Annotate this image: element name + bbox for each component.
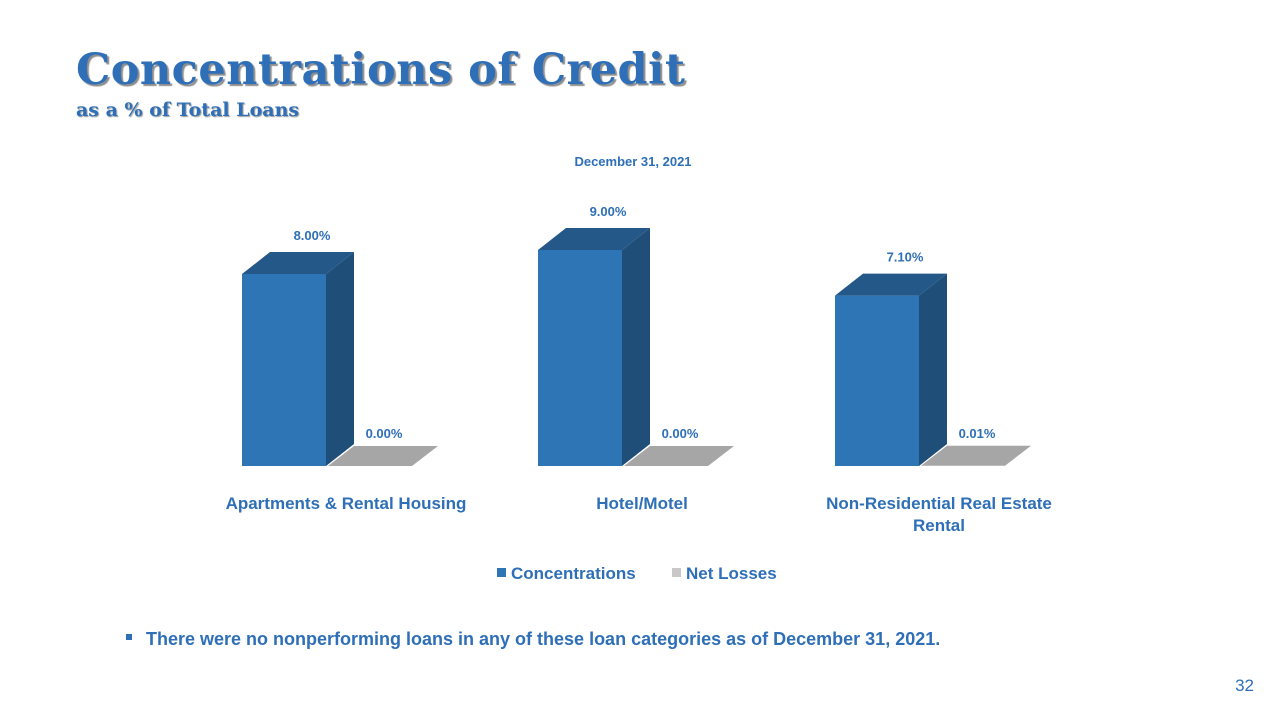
concentrations-bar-1: [538, 250, 622, 466]
net-losses-bar-0: [328, 446, 438, 466]
concentrations-bar-top-1: [538, 228, 650, 250]
concentrations-bar-2: [835, 295, 919, 466]
concentrations-label-0: 8.00%: [294, 228, 331, 243]
legend-label-1: Net Losses: [686, 564, 777, 583]
net-losses-bar-1: [624, 446, 734, 466]
bullet-square-icon: [126, 634, 132, 641]
concentrations-bar-side-0: [326, 252, 354, 466]
slide-title: Concentrations of Credit: [76, 45, 686, 95]
concentrations-bar-top-0: [242, 252, 354, 274]
chart-title: December 31, 2021: [574, 154, 691, 169]
concentrations-bar-top-2: [835, 273, 947, 296]
net-losses-bar-2: [921, 445, 1031, 466]
net-losses-label-1: 0.00%: [662, 426, 699, 441]
bar-group: 0.00% 8.00% 0.00% 9.00% 0.01% 7.10%: [242, 204, 1031, 466]
legend-swatch-0: [497, 568, 506, 577]
concentrations-label-1: 9.00%: [590, 204, 627, 219]
concentrations-bar-0: [242, 274, 326, 466]
concentrations-bar-side-1: [622, 228, 650, 466]
category-label-1: Hotel/Motel: [596, 494, 688, 513]
legend-label-0: Concentrations: [511, 564, 636, 583]
category-labels: Apartments & Rental Housing Hotel/Motel No…: [226, 494, 1052, 535]
category-label-2: Non-Residential Real Estate Rental: [826, 494, 1052, 535]
concentrations-bar-side-2: [919, 273, 947, 466]
category-label-0: Apartments & Rental Housing: [226, 494, 467, 513]
net-losses-label-0: 0.00%: [366, 426, 403, 441]
bullet-note: There were no nonperforming loans in any…: [126, 626, 940, 652]
slide-subtitle: as a % of Total Loans: [76, 99, 300, 121]
net-losses-label-2: 0.01%: [959, 426, 996, 441]
legend: Concentrations Net Losses: [497, 564, 777, 583]
legend-swatch-1: [672, 568, 681, 577]
page-number: 32: [1235, 676, 1254, 695]
concentrations-label-2: 7.10%: [887, 250, 924, 265]
bullet-note-text: There were no nonperforming loans in any…: [146, 629, 941, 649]
